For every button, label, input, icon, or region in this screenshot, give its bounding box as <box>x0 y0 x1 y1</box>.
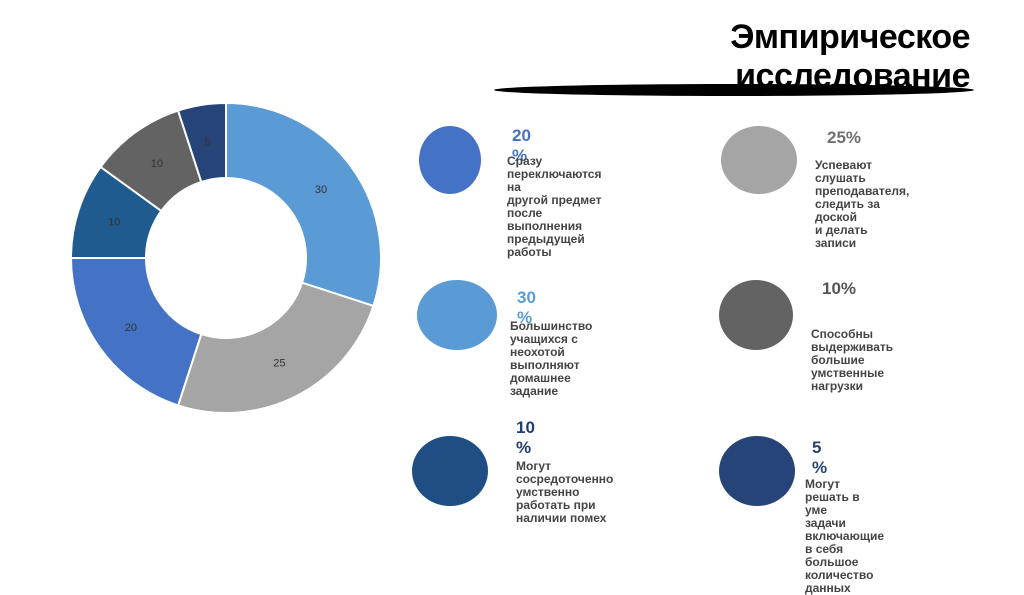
legend-swatch <box>719 280 793 350</box>
donut-slice <box>69 257 203 407</box>
donut-slice <box>225 101 382 308</box>
slice-value-label: 20 <box>125 322 137 334</box>
slice-value-label: 10 <box>151 158 163 170</box>
legend-swatch <box>719 436 795 506</box>
donut-slice <box>176 281 375 414</box>
legend-swatch <box>412 436 488 506</box>
page-title: Эмпирическое исследование <box>730 18 970 95</box>
donut-chart: 30 25 20 10 10 5 <box>69 101 382 414</box>
legend-percent: 30 % <box>517 288 536 327</box>
legend-swatch <box>721 126 797 194</box>
slice-value-label: 10 <box>108 217 120 229</box>
legend-percent: 5 % <box>812 438 828 477</box>
legend-swatch <box>419 126 481 194</box>
legend-description: Большинство учащихся с неохотой выполняю… <box>510 319 593 398</box>
slice-value-label: 25 <box>273 358 285 370</box>
legend-description: Сразу переключаются на другой предмет по… <box>507 154 602 259</box>
slice-value-label: 30 <box>315 184 327 196</box>
legend-percent: 25% <box>827 128 862 147</box>
legend-percent: 10 % <box>516 418 535 457</box>
legend-description: Могут решать в уме задачи включающие в с… <box>805 477 885 595</box>
donut-slice <box>176 101 227 184</box>
legend-description: Способны выдерживать большие умственные … <box>811 327 894 393</box>
title-underline <box>494 84 974 96</box>
slice-value-label: 5 <box>205 137 211 149</box>
legend-swatch <box>417 280 497 350</box>
legend-description: Могут сосредоточенно умственно работать … <box>516 459 614 525</box>
legend-description: Успевают слушать преподавателя, следить … <box>815 158 910 250</box>
legend-percent: 10% <box>822 279 857 298</box>
legend-percent: 20 % <box>512 126 531 165</box>
